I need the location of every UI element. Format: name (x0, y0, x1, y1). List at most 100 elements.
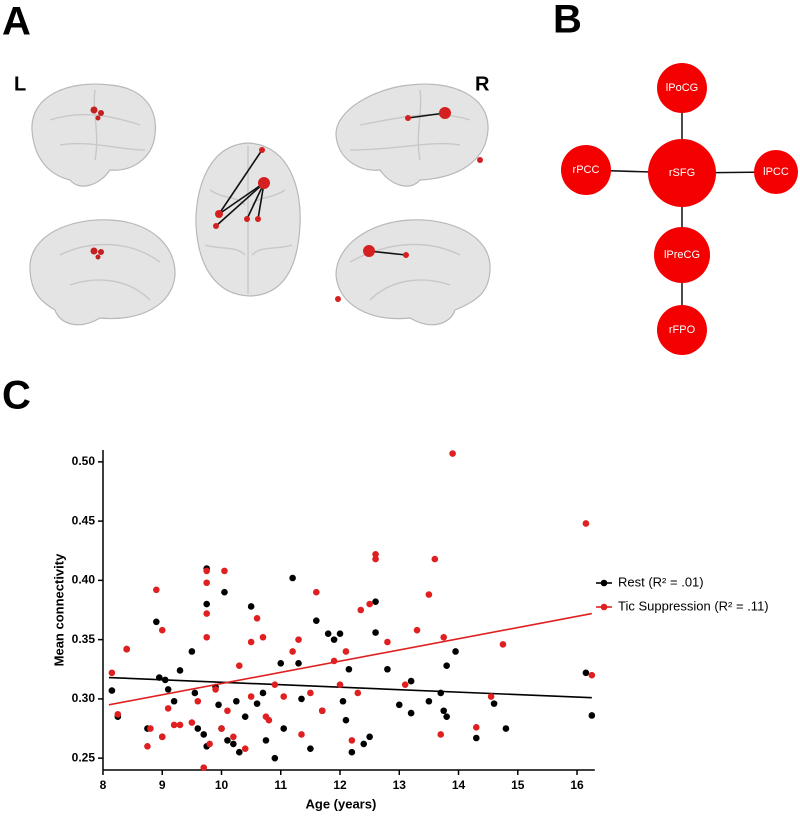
side-label: L (14, 73, 26, 95)
network: rSFG lPoCG rPCC lPCC lPreCG rFPO (561, 63, 798, 355)
panel-label: C (2, 374, 31, 418)
point (147, 725, 154, 732)
y-tick-label: 0.40 (72, 573, 96, 587)
point (502, 725, 510, 732)
point (194, 697, 202, 705)
point (203, 567, 210, 575)
y-tick-label: 0.50 (72, 454, 96, 468)
point (218, 725, 225, 732)
point (200, 764, 208, 771)
y-tick-label: 0.45 (72, 513, 96, 527)
point (153, 586, 160, 594)
point (345, 665, 353, 673)
point (313, 588, 320, 596)
y-tick-label: 0.30 (72, 691, 96, 705)
node-label: rFPO (669, 324, 696, 336)
point (262, 737, 270, 744)
point (372, 555, 379, 563)
point (307, 689, 314, 697)
point (212, 686, 219, 693)
point (191, 689, 199, 697)
node-label: lPreCG (664, 249, 700, 261)
point (413, 626, 421, 634)
point (123, 645, 131, 653)
node-label: rPCC (573, 164, 600, 176)
point (108, 687, 116, 694)
node (648, 139, 716, 207)
point (443, 713, 450, 720)
point (241, 745, 249, 752)
point (194, 725, 202, 732)
point (487, 693, 495, 700)
point (342, 716, 350, 724)
point (230, 733, 237, 741)
point (440, 633, 448, 641)
point (384, 665, 391, 673)
point (265, 716, 273, 724)
point (188, 648, 196, 655)
point (144, 742, 151, 750)
point (372, 598, 379, 606)
point (348, 737, 356, 744)
point (224, 707, 231, 715)
point (318, 707, 326, 715)
point (298, 731, 305, 738)
point (233, 697, 240, 705)
point (472, 724, 480, 731)
point (203, 610, 210, 617)
point (259, 689, 267, 697)
point (372, 550, 379, 558)
point (203, 633, 210, 641)
point (425, 697, 433, 705)
point (206, 740, 213, 748)
point (271, 681, 279, 688)
point (295, 636, 302, 643)
point (203, 600, 210, 608)
point (401, 681, 409, 688)
point (336, 681, 344, 688)
point (298, 695, 305, 703)
point (164, 705, 172, 712)
point (366, 600, 373, 608)
point (472, 734, 480, 742)
point (348, 748, 356, 756)
node-label: rSFG (669, 167, 695, 179)
point (164, 686, 172, 693)
x-tick-label: 12 (333, 778, 347, 792)
point (366, 733, 373, 741)
x-tick-label: 16 (570, 778, 584, 792)
brain-left-lateral (31, 83, 157, 187)
point (384, 638, 391, 646)
point (395, 701, 403, 709)
point (357, 606, 365, 614)
node (657, 63, 707, 113)
side-label: R (475, 73, 490, 95)
x-tick-label: 9 (159, 778, 166, 792)
point (330, 636, 338, 643)
point (490, 700, 498, 707)
point (253, 614, 261, 622)
point (354, 689, 362, 697)
y-axis-label: Mean connectivity (51, 553, 66, 666)
point (114, 710, 122, 718)
x-tick-label: 11 (274, 778, 287, 792)
point (360, 740, 368, 748)
y-tick-label: 0.35 (72, 632, 96, 646)
brain-views (29, 83, 491, 326)
point (188, 719, 196, 726)
point (313, 617, 320, 624)
point (280, 725, 288, 732)
trend-line (108, 676, 592, 699)
brain-right-lateral (335, 83, 489, 187)
point (443, 662, 450, 670)
node (657, 305, 707, 355)
x-tick-label: 14 (452, 778, 466, 792)
point (203, 579, 210, 587)
point (247, 638, 255, 646)
node (561, 145, 611, 195)
x-tick-label: 10 (215, 778, 229, 792)
point (452, 648, 459, 655)
brain-left-medial (29, 219, 176, 326)
point (176, 721, 184, 729)
